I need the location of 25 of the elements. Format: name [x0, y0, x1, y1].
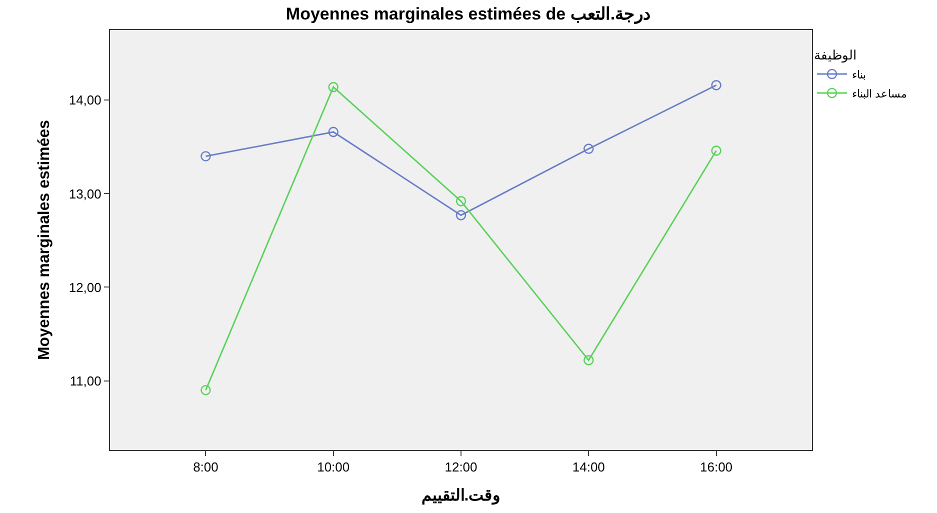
point	[328, 82, 339, 92]
point	[456, 196, 466, 206]
x-tick-label: 14:00	[572, 460, 605, 475]
point	[456, 210, 466, 220]
point	[711, 80, 722, 90]
legend-label: بناء	[852, 69, 866, 82]
y-tick-label: 11,00	[70, 373, 102, 388]
legend-title: الوظيفة	[814, 48, 857, 64]
x-axis-title: وقت.التقييم	[421, 487, 501, 506]
point	[328, 126, 339, 138]
x-tick-label: 16:00	[700, 460, 733, 475]
x-tick-label: 8:00	[193, 460, 218, 475]
point	[583, 355, 594, 366]
x-tick-label: 10:00	[317, 460, 350, 475]
y-axis-title: Moyennes marginales estimées	[36, 120, 53, 360]
y-tick-label: 12,00	[68, 280, 102, 295]
point	[200, 151, 211, 162]
point	[583, 144, 594, 154]
point	[711, 146, 722, 156]
x-tick-label: 12:00	[444, 460, 478, 475]
chart-title: Moyennes marginales estimées de درجة.التعب	[286, 4, 652, 25]
y-tick-label: 13,00	[68, 186, 102, 202]
point	[200, 384, 211, 396]
y-tick-label: 14,00	[68, 92, 102, 108]
legend-label: مساعد البناء	[852, 88, 908, 100]
